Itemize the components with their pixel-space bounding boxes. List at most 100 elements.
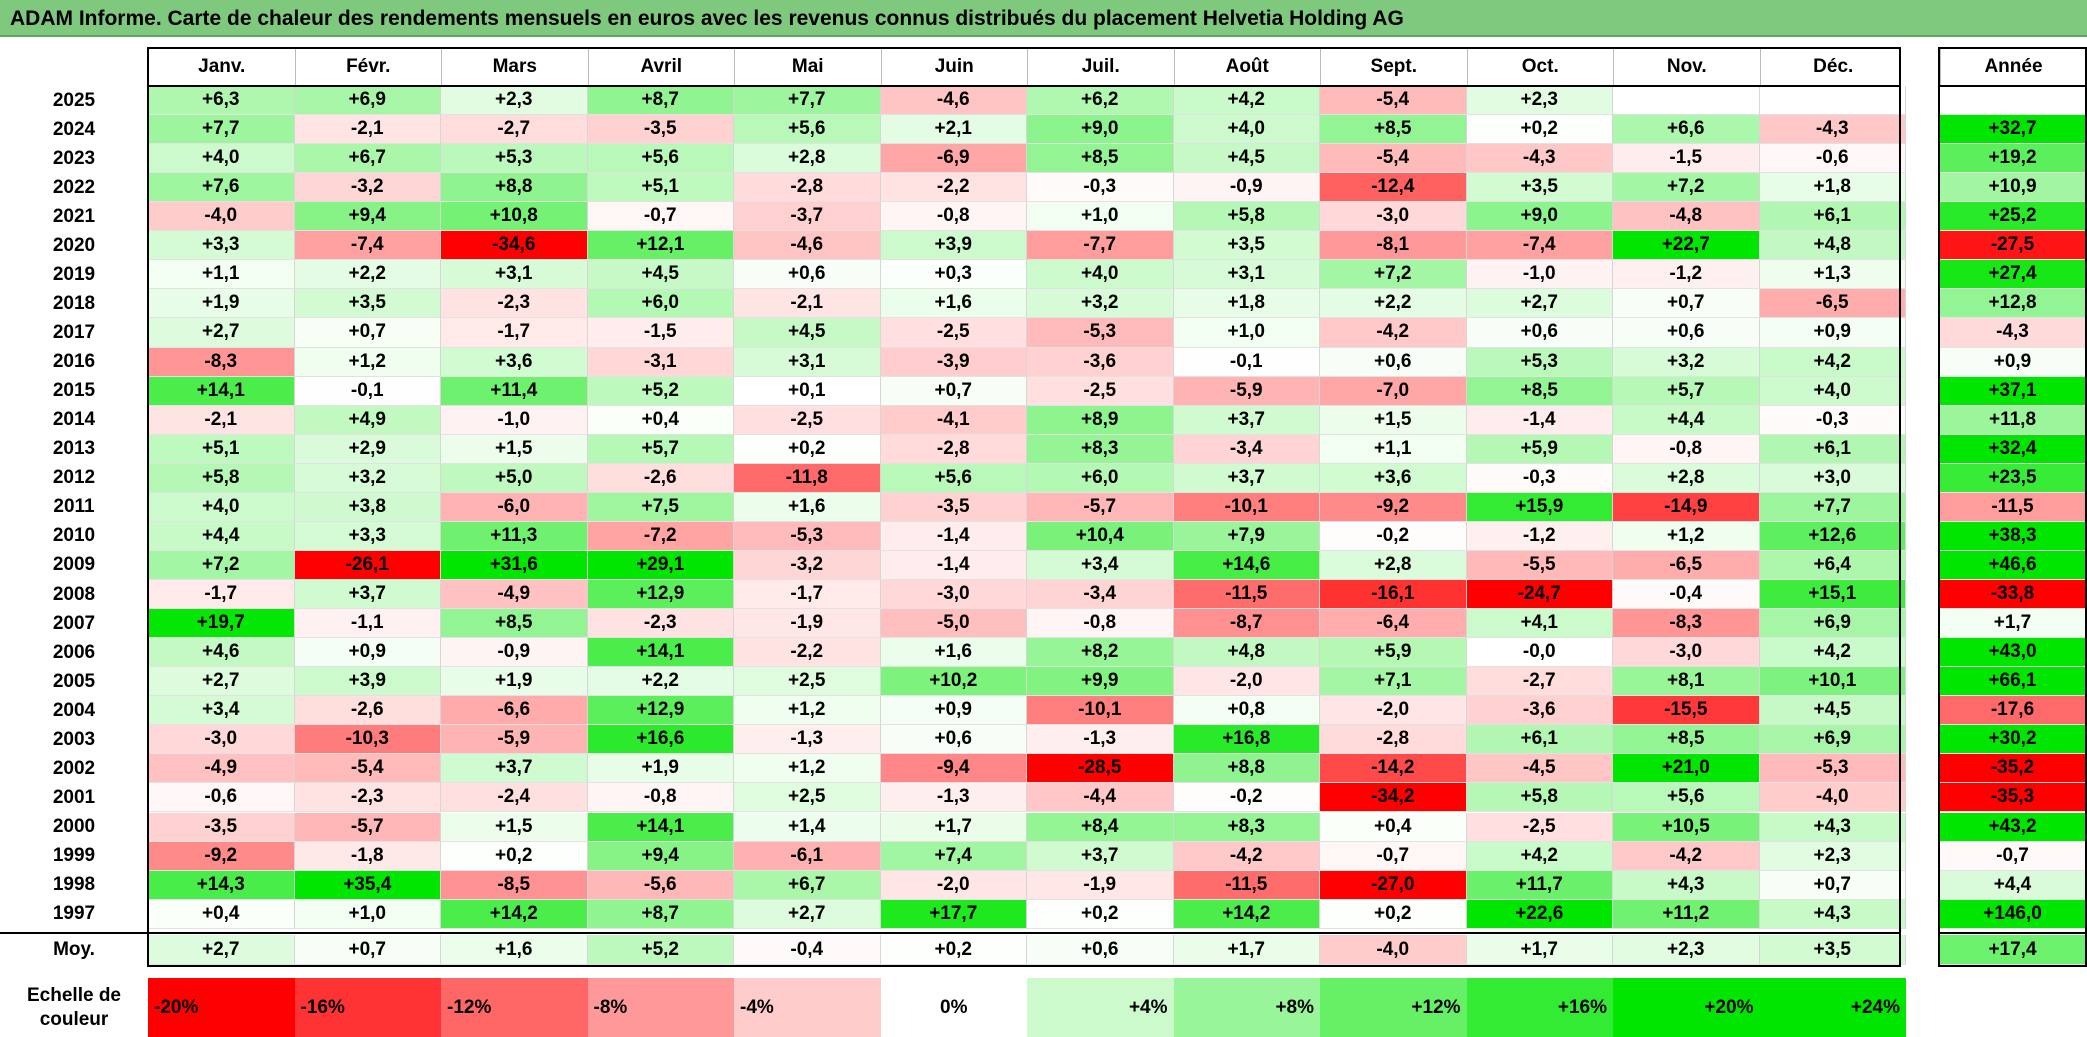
annual-cell: +11,8 [1940,405,2086,435]
heatmap-cell: +2,8 [1320,550,1467,580]
heatmap-cell: +6,9 [294,86,441,116]
year-label: 2008 [0,580,148,610]
heatmap-cell: -11,5 [1173,870,1320,900]
heatmap-cell: -7,4 [1466,231,1613,261]
heatmap-cell: +4,5 [734,318,881,348]
average-annual-cell: +17,4 [1940,935,2086,965]
annual-cell: +25,2 [1940,202,2086,232]
heatmap-cell: -3,4 [1173,434,1320,464]
heatmap-cell: +15,1 [1759,580,1906,610]
heatmap-cell: +4,4 [148,521,295,551]
heatmap-cell: +1,8 [1759,173,1906,203]
heatmap-cell: +0,3 [880,260,1027,290]
annual-cell: +43,2 [1940,812,2086,842]
heatmap-cell: +1,2 [1613,521,1760,551]
heatmap-cell: +0,7 [1759,870,1906,900]
heatmap-cell: -7,0 [1320,376,1467,406]
heatmap-cell: +9,9 [1027,667,1174,697]
heatmap-cell: -2,6 [587,463,734,493]
heatmap-cell: -8,3 [148,347,295,377]
heatmap-cell: -1,2 [1466,521,1613,551]
heatmap-cell: +2,8 [1613,463,1760,493]
heatmap-cell: -11,5 [1173,580,1320,610]
heatmap-cell: +7,1 [1320,667,1467,697]
year-label: 2014 [0,405,148,435]
heatmap-cell: +5,8 [1173,202,1320,232]
heatmap-cell: -4,0 [148,202,295,232]
annual-cell: +146,0 [1940,899,2086,929]
month-header: Avril [587,49,734,85]
heatmap-cell: +9,4 [294,202,441,232]
heatmap-cell: -0,7 [587,202,734,232]
color-scale-stop: +8% [1173,978,1320,1037]
annual-cell: +38,3 [1940,521,2086,551]
annual-cell: +23,5 [1940,463,2086,493]
heatmap-cell: -2,0 [1173,667,1320,697]
year-label: 2001 [0,783,148,813]
heatmap-cell: +8,7 [587,86,734,116]
heatmap-cell: +1,1 [1320,434,1467,464]
heatmap-cell: -0,7 [1320,841,1467,871]
heatmap-cell: -0,3 [1027,173,1174,203]
heatmap-cell: +1,2 [734,696,881,726]
heatmap-cell: +4,3 [1759,812,1906,842]
heatmap-cell: -2,1 [294,115,441,145]
year-label: 2018 [0,289,148,319]
year-label: 1999 [0,841,148,871]
heatmap-cell: +2,7 [1466,289,1613,319]
year-label: 2000 [0,812,148,842]
heatmap-cell: +14,1 [587,812,734,842]
heatmap-cell: +8,9 [1027,405,1174,435]
heatmap-cell: -2,4 [441,783,588,813]
year-label: 2013 [0,434,148,464]
heatmap-cell: -2,2 [734,638,881,668]
heatmap-cell: +5,9 [1466,434,1613,464]
annual-cell: +46,6 [1940,550,2086,580]
heatmap-cell: -16,1 [1320,580,1467,610]
heatmap-cell: +3,5 [1466,173,1613,203]
heatmap-cell: +11,3 [441,521,588,551]
heatmap-cell: -2,3 [294,783,441,813]
heatmap-cell: +9,0 [1466,202,1613,232]
heatmap-cell: +2,5 [734,783,881,813]
heatmap-cell: -0,1 [294,376,441,406]
heatmap-cell: -2,5 [1027,376,1174,406]
heatmap-cell: -1,9 [734,609,881,639]
heatmap-cell: +9,4 [587,841,734,871]
heatmap-cell: +3,2 [1027,289,1174,319]
heatmap-cell: +0,6 [1613,318,1760,348]
annual-cell: +4,4 [1940,870,2086,900]
heatmap-cell: +2,3 [1466,86,1613,116]
heatmap-cell: -1,3 [1027,725,1174,755]
heatmap-cell: -9,2 [1320,492,1467,522]
average-separator [0,932,1901,934]
heatmap-cell: -9,2 [148,841,295,871]
heatmap-cell: +1,5 [441,434,588,464]
heatmap-cell: -8,5 [441,870,588,900]
annual-cell [1940,86,2086,116]
heatmap-cell: -1,3 [880,783,1027,813]
heatmap-cell: -24,7 [1466,580,1613,610]
heatmap-cell: +4,5 [1173,144,1320,174]
heatmap-cell: +16,8 [1173,725,1320,755]
heatmap-cell: -0,8 [1027,609,1174,639]
heatmap-cell: +9,0 [1027,115,1174,145]
heatmap-cell: +0,2 [1466,115,1613,145]
heatmap-cell: +8,4 [1027,812,1174,842]
heatmap-cell: -4,3 [1466,144,1613,174]
heatmap-cell: +12,9 [587,580,734,610]
heatmap-cell: -3,6 [1027,347,1174,377]
heatmap-cell: -4,9 [148,754,295,784]
heatmap-cell: +8,5 [1027,144,1174,174]
heatmap-cell: +3,7 [1173,405,1320,435]
year-label: 2010 [0,521,148,551]
heatmap-cell: +2,3 [1759,841,1906,871]
heatmap-cell: -0,9 [1173,173,1320,203]
heatmap-cell: -28,5 [1027,754,1174,784]
heatmap-cell: +14,6 [1173,550,1320,580]
color-scale-stop: +20% [1613,978,1760,1037]
heatmap-cell: +12,1 [587,231,734,261]
heatmap-cell: +0,4 [587,405,734,435]
heatmap-cell: +0,9 [880,696,1027,726]
heatmap-cell: -2,5 [734,405,881,435]
